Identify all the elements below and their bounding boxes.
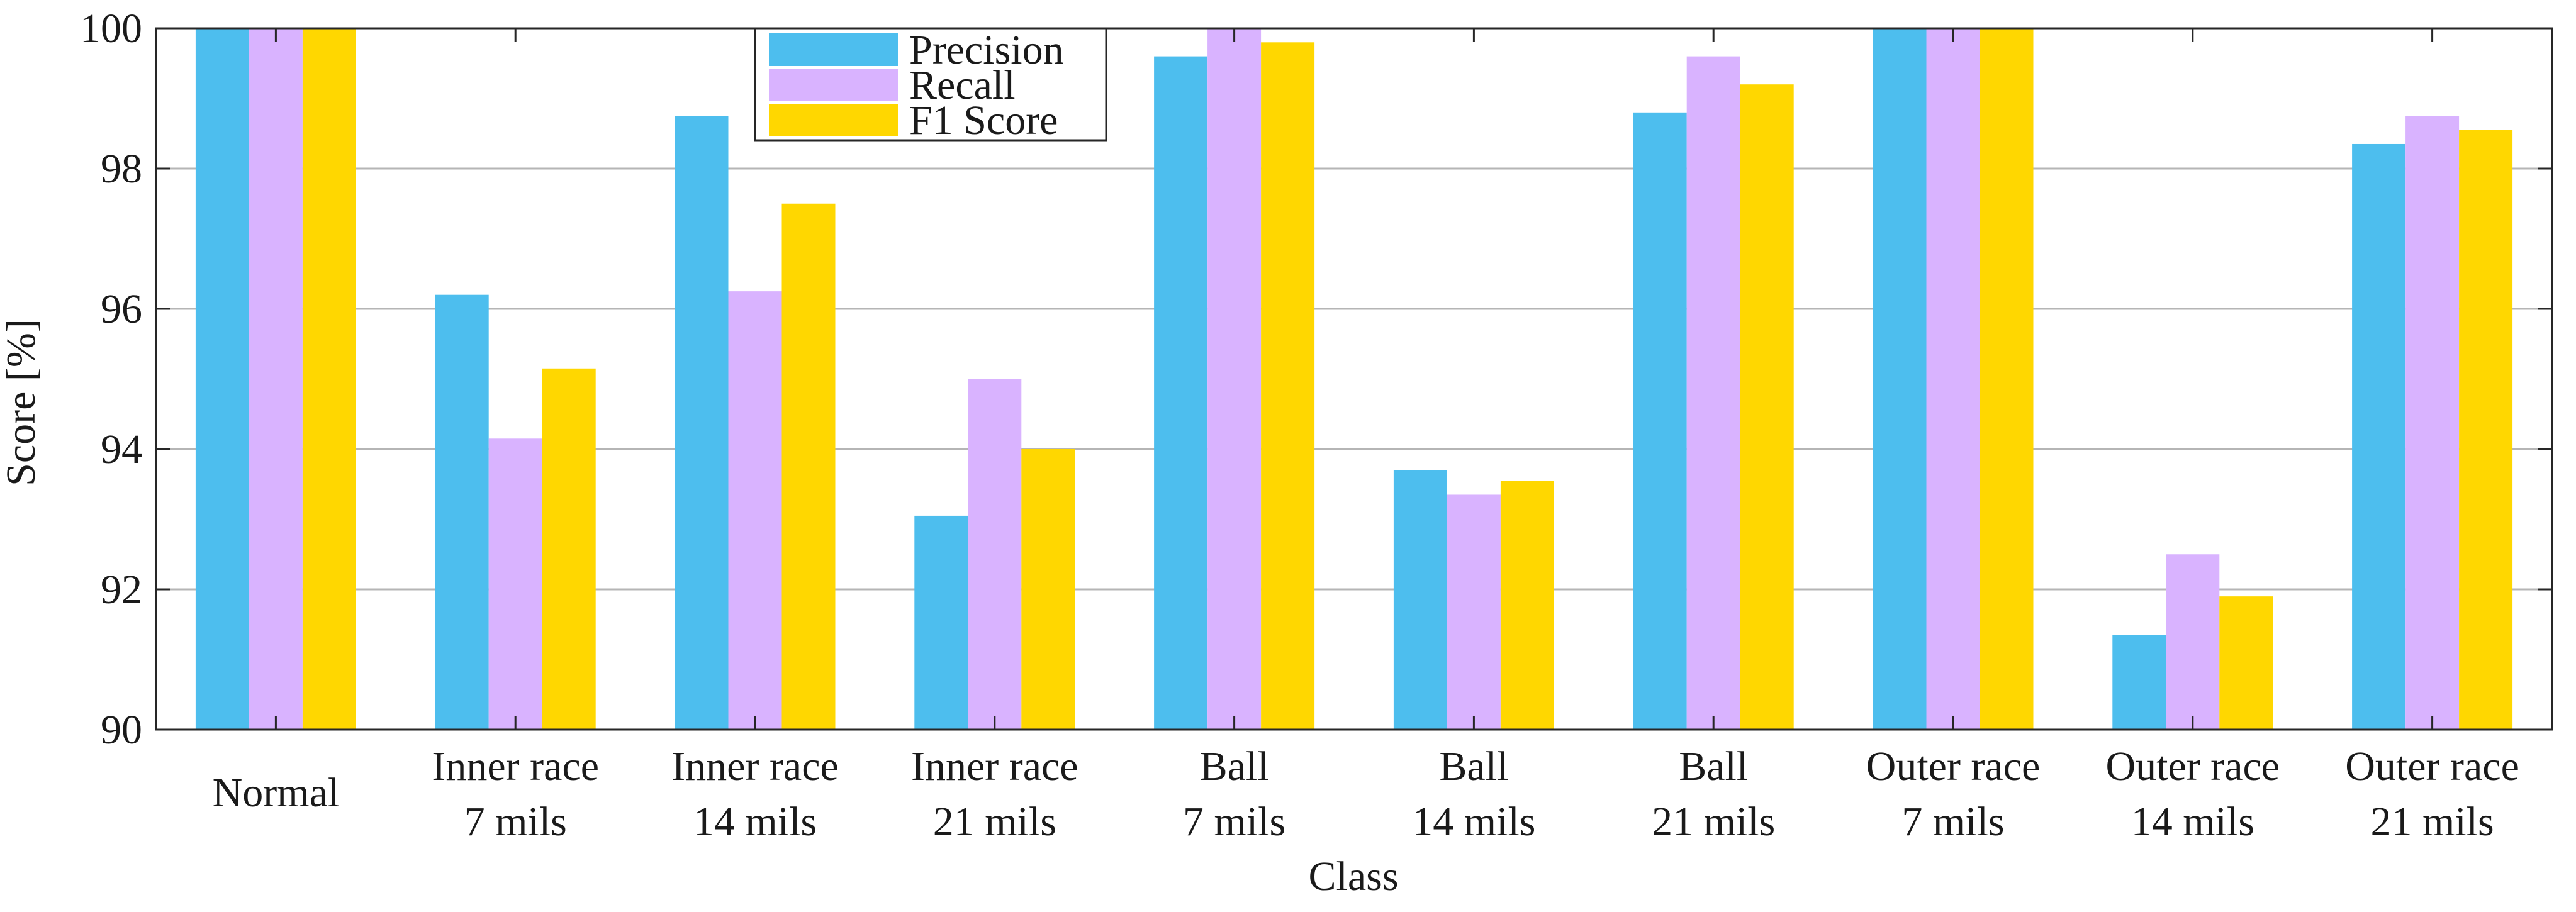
bar-f1-score	[1980, 28, 2034, 730]
bar-recall	[968, 379, 1022, 730]
y-tick-label: 100	[80, 6, 142, 52]
legend-label: Recall	[909, 62, 1016, 108]
bar-f1-score	[1021, 449, 1075, 730]
legend-swatch	[769, 104, 898, 136]
x-tick-label: Inner race	[671, 743, 839, 789]
y-axis-title: Score [%]	[0, 319, 44, 486]
bar-recall	[728, 291, 782, 730]
x-tick-label: 7 mils	[1901, 799, 2004, 845]
bar-precision	[2352, 143, 2406, 730]
y-tick-label: 90	[101, 707, 142, 753]
legend-label: Precision	[909, 27, 1064, 73]
x-tick-label: Outer race	[2105, 743, 2280, 789]
legend-swatch	[769, 69, 898, 101]
bar-f1-score	[542, 368, 596, 730]
axes: 90 92 94 96 98 100 Normal Inner race 7 mils Inner…	[80, 6, 2553, 845]
bar-f1-score	[302, 28, 356, 730]
legend-label: F1 Score	[909, 97, 1058, 143]
bar-precision	[195, 28, 249, 730]
x-tick-label: 14 mils	[2131, 799, 2254, 845]
bar-recall	[249, 28, 303, 730]
bar-precision	[914, 515, 968, 730]
x-tick-label: 14 mils	[693, 799, 817, 845]
bar-recall	[1926, 28, 1980, 730]
bar-recall	[2166, 554, 2220, 730]
bar-precision	[2112, 635, 2166, 730]
x-axis-title: Class	[1308, 854, 1398, 899]
bar-f1-score	[781, 203, 836, 730]
bar-precision	[1873, 28, 1927, 730]
x-tick-label: 7 mils	[1183, 799, 1285, 845]
bar-recall	[1447, 494, 1501, 730]
x-tick-label: 21 mils	[933, 799, 1056, 845]
x-tick-label: 21 mils	[2370, 799, 2494, 845]
x-tick-label: Ball	[1679, 743, 1748, 789]
x-tick-label: 14 mils	[1412, 799, 1535, 845]
bar-f1-score	[1500, 481, 1554, 730]
x-tick-label: Outer race	[1866, 743, 2041, 789]
bar-precision	[1393, 470, 1447, 730]
plot-frame	[155, 27, 2553, 731]
bar-recall	[488, 438, 542, 730]
y-tick-label: 96	[101, 286, 142, 332]
bar-f1-score	[2459, 130, 2513, 730]
bar-recall	[1686, 56, 1740, 730]
legend-swatch	[769, 33, 898, 66]
x-tick-label: Outer race	[2345, 743, 2519, 789]
bar-recall	[1207, 28, 1262, 730]
x-tick-label: Inner race	[911, 743, 1078, 789]
bar-f1-score	[1261, 42, 1315, 730]
bar-precision	[435, 294, 489, 730]
bar-precision	[1633, 112, 1687, 730]
bar-f1-score	[2219, 596, 2273, 730]
y-tick-label: 94	[101, 426, 142, 472]
bars	[195, 28, 2513, 730]
x-tick-label: 7 mils	[464, 799, 567, 845]
y-tick-label: 98	[101, 146, 142, 192]
x-tick-label: Ball	[1439, 743, 1508, 789]
x-tick-label: Inner race	[432, 743, 599, 789]
bar-f1-score	[1740, 84, 1794, 730]
bar-precision	[675, 116, 729, 730]
bar-recall	[2405, 116, 2460, 730]
x-tick-label: Ball	[1200, 743, 1269, 789]
y-tick-label: 92	[101, 567, 142, 613]
x-tick-label: 21 mils	[1652, 799, 1775, 845]
bar-precision	[1154, 56, 1208, 730]
x-tick-label: Normal	[213, 770, 340, 816]
